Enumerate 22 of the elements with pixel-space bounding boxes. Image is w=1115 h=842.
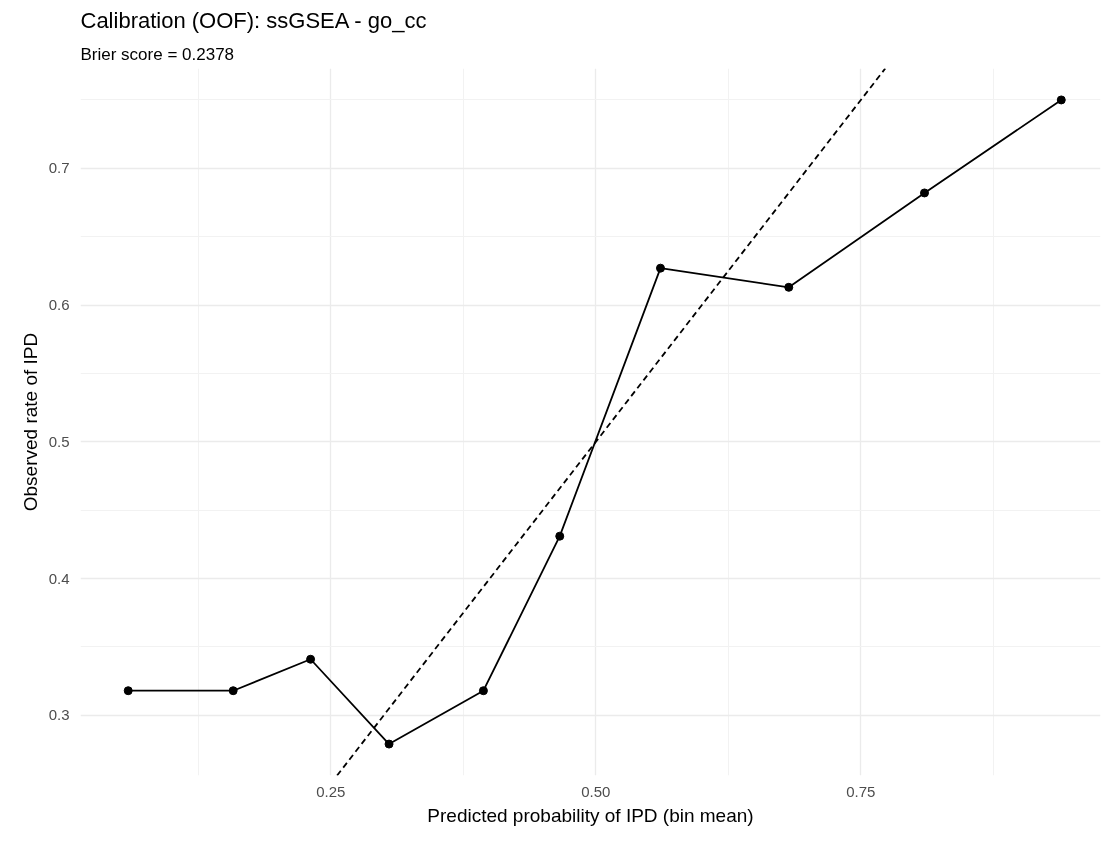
- point: [784, 282, 794, 292]
- point: [228, 686, 238, 696]
- point: [555, 531, 565, 541]
- chart-subtitle: Brier score = 0.2378: [80, 44, 235, 64]
- point: [478, 686, 488, 696]
- point: [306, 654, 316, 664]
- x-tick-label: 0.50: [581, 782, 611, 800]
- x-tick-label: 0.75: [846, 782, 876, 800]
- y-tick-label: 0.3: [48, 706, 70, 724]
- point: [655, 263, 665, 273]
- x-tick-label: 0.25: [316, 782, 346, 800]
- point: [919, 188, 929, 198]
- chart-title: Calibration (OOF): ssGSEA - go_cc: [80, 7, 427, 33]
- point: [123, 686, 133, 696]
- y-tick-label: 0.5: [48, 432, 70, 450]
- y-axis-title: Observed rate of IPD: [19, 332, 41, 512]
- y-tick-label: 0.6: [48, 296, 70, 314]
- y-tick-label: 0.4: [48, 569, 70, 587]
- y-tick-label: 0.7: [48, 159, 70, 177]
- point: [1056, 95, 1066, 105]
- x-axis-title: Predicted probability of IPD (bin mean): [427, 804, 754, 826]
- point: [384, 739, 394, 749]
